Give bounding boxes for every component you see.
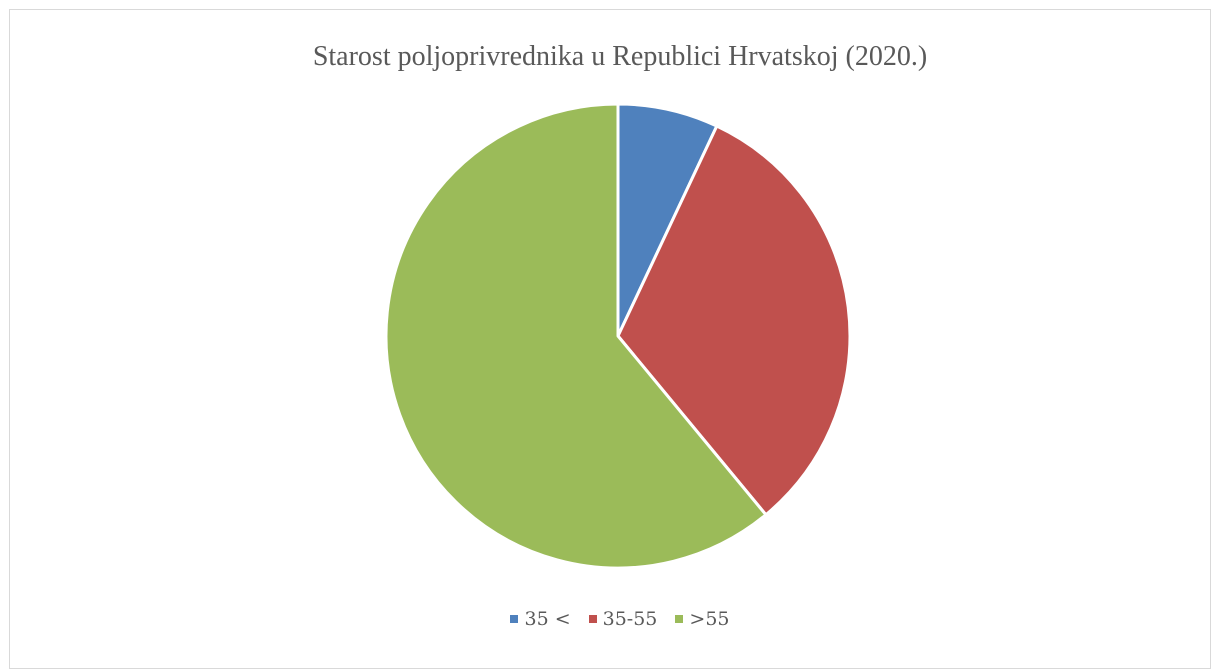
- legend-label-under-35: 35 <: [524, 608, 571, 630]
- pie-slice-under-35: [616, 102, 719, 338]
- legend-label-over-55: >55: [689, 608, 730, 630]
- pie-chart: [384, 102, 852, 570]
- legend: 35 < 35-55 >55: [0, 608, 1215, 630]
- pie-slice-35-55: [616, 124, 852, 517]
- legend-label-35-55: 35-55: [602, 608, 658, 630]
- legend-swatch-under-35: [510, 615, 519, 623]
- legend-item-35-55: 35-55: [588, 608, 658, 630]
- legend-item-under-35: 35 <: [510, 608, 571, 630]
- legend-swatch-over-55: [675, 615, 684, 623]
- legend-item-over-55: >55: [675, 608, 730, 630]
- chart-title: Starost poljoprivrednika u Republici Hrv…: [312, 41, 928, 72]
- pie-slice-over-55: [384, 102, 768, 570]
- legend-swatch-35-55: [588, 615, 597, 623]
